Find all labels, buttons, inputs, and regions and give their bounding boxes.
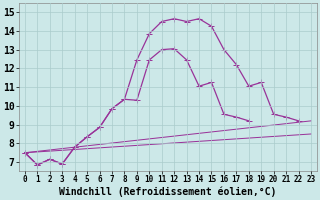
X-axis label: Windchill (Refroidissement éolien,°C): Windchill (Refroidissement éolien,°C) [59, 187, 277, 197]
